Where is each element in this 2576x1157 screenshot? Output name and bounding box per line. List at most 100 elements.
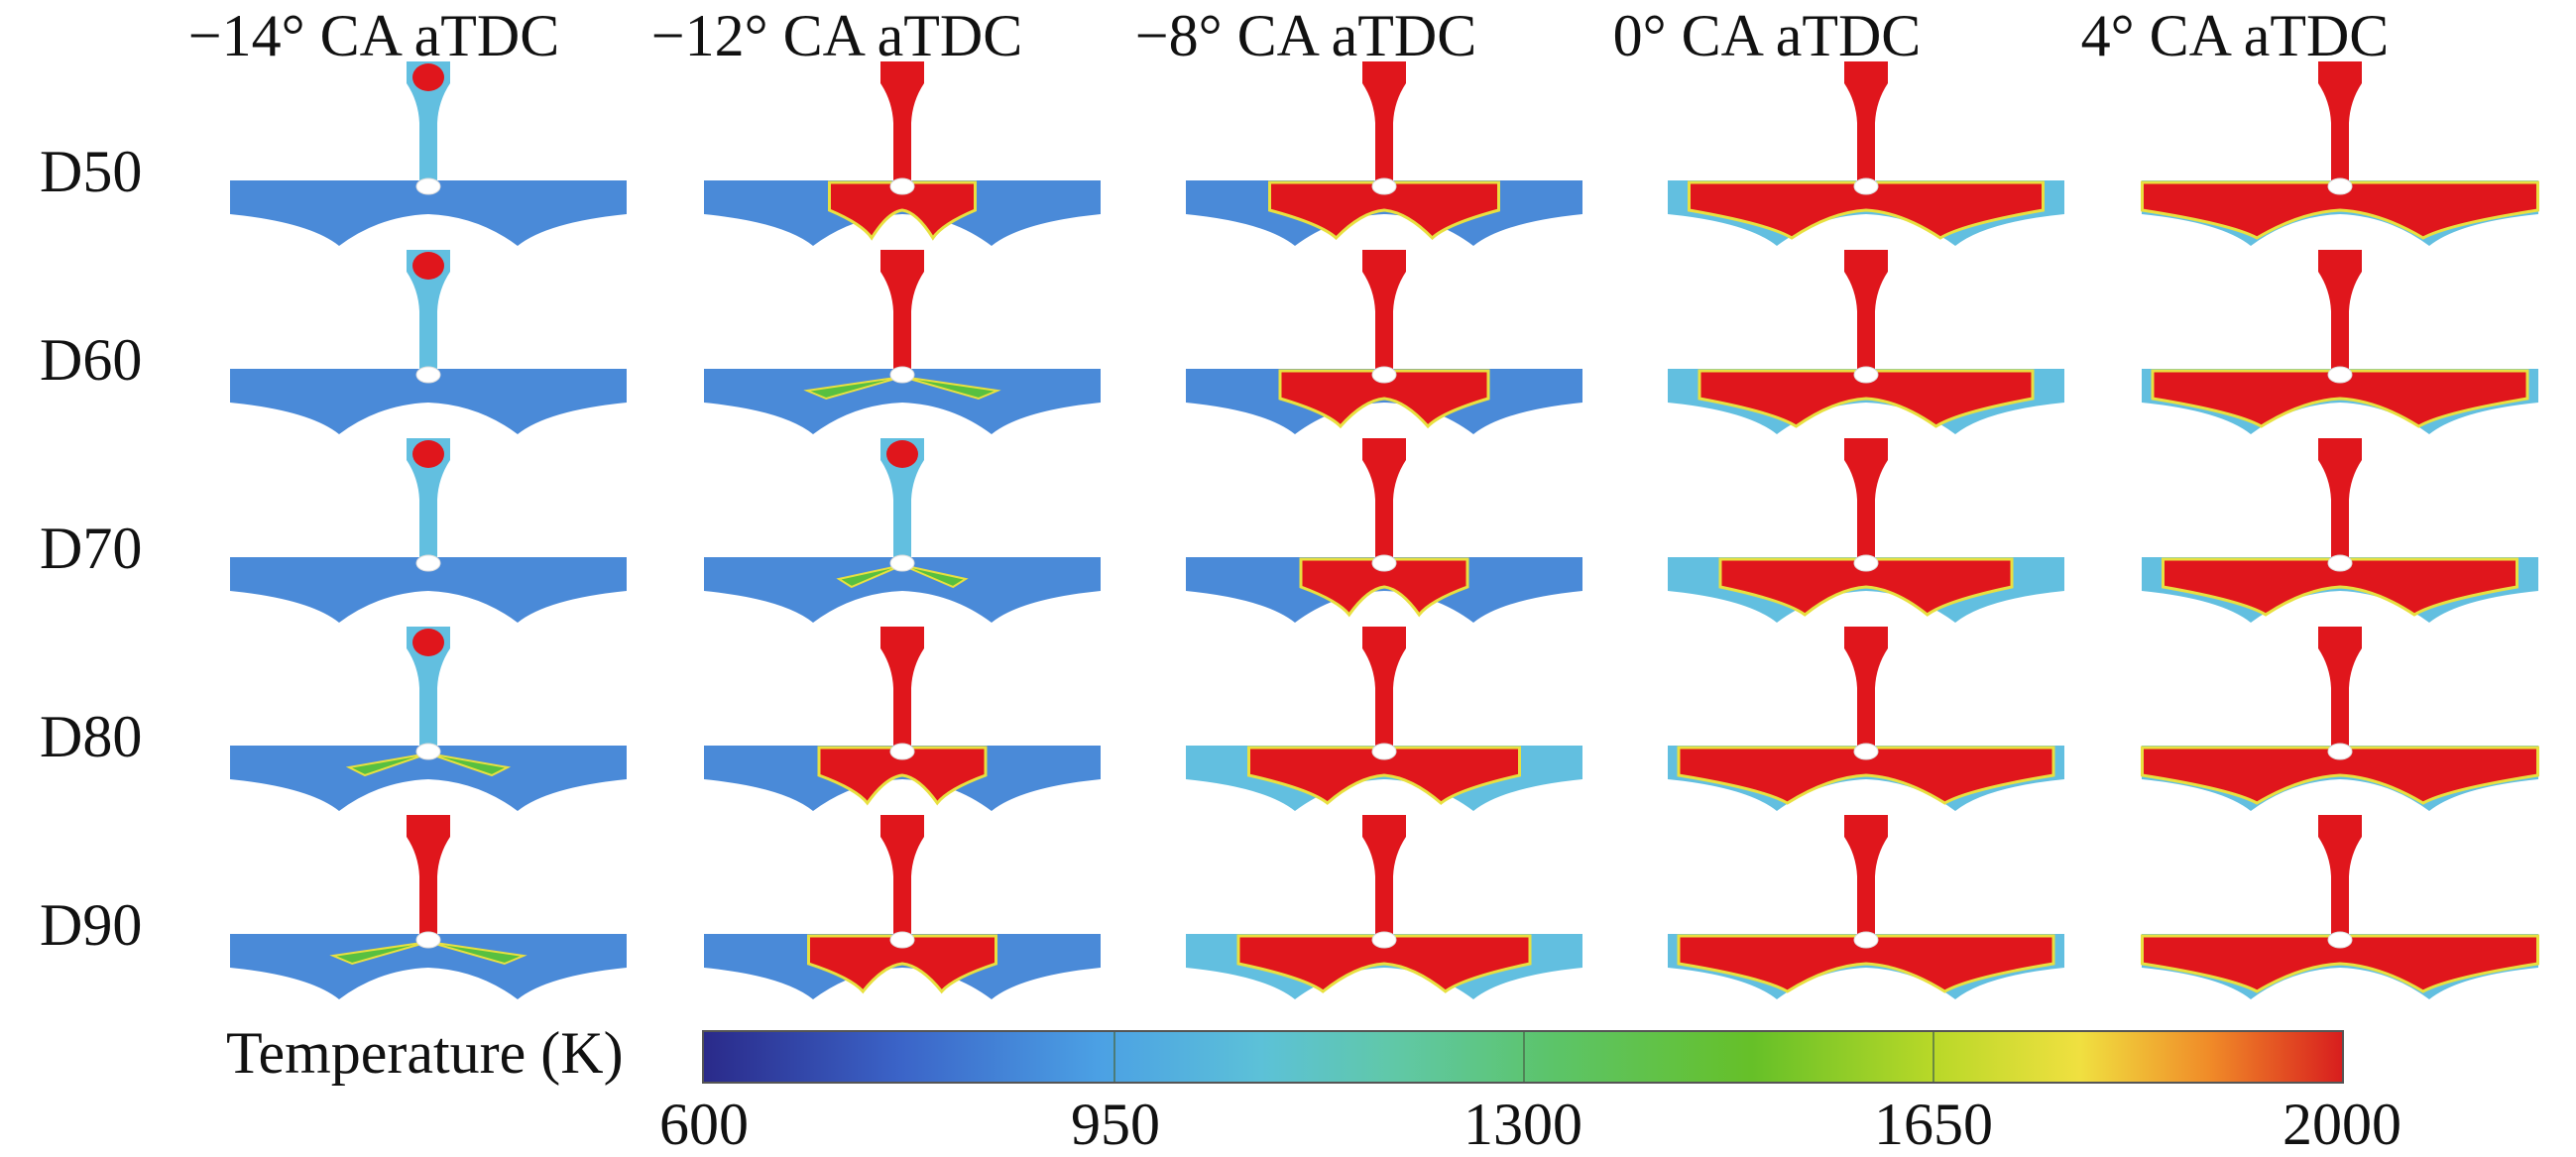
combustion-chamber-domain	[230, 369, 627, 434]
nozzle-outlet	[1371, 366, 1397, 384]
nozzle-outlet	[415, 177, 441, 195]
combustion-chamber-domain	[230, 180, 627, 246]
combustion-chamber-domain	[230, 746, 627, 811]
nozzle-outlet	[889, 743, 915, 760]
nozzle-outlet	[2327, 931, 2353, 949]
hot-zone	[1299, 557, 1469, 618]
nozzle-outlet	[1853, 177, 1879, 195]
temperature-panel	[1668, 438, 2064, 623]
injector-column	[1844, 438, 1888, 559]
nozzle-outlet	[1853, 931, 1879, 949]
injector-column	[407, 61, 450, 182]
hot-zone	[1268, 180, 1500, 241]
hot-zone	[2141, 934, 2539, 993]
temperature-panel	[704, 250, 1101, 434]
injector-column	[2318, 61, 2362, 182]
flame-kernel	[412, 63, 444, 91]
combustion-chamber-domain	[1186, 557, 1582, 623]
hot-zone	[2141, 746, 2539, 805]
spray-plume	[329, 941, 429, 966]
nozzle-outlet	[889, 177, 915, 195]
injector-column	[1362, 61, 1406, 182]
nozzle-outlet	[415, 931, 441, 949]
injector-column	[1362, 815, 1406, 936]
flame-kernel	[412, 252, 444, 280]
temperature-panel	[2141, 627, 2539, 811]
combustion-chamber-domain	[704, 746, 1101, 811]
temperature-panel	[1186, 438, 1582, 623]
nozzle-outlet	[1371, 743, 1397, 760]
injector-column	[2318, 627, 2362, 748]
hot-zone	[1278, 369, 1490, 429]
temperature-panel	[1668, 61, 2064, 246]
injector-column	[880, 627, 924, 748]
spray-plume	[836, 564, 903, 589]
temperature-panel	[230, 815, 627, 999]
temperature-panel	[230, 250, 627, 434]
temperature-panel	[1668, 250, 2064, 434]
column-header: −8° CA aTDC	[1134, 3, 1477, 68]
hot-zone	[2162, 557, 2518, 617]
temperature-panel	[2142, 250, 2538, 434]
spray-plume	[427, 752, 512, 777]
colorbar-tick-label: 950	[1071, 1092, 1160, 1157]
temperature-panel	[230, 627, 627, 811]
injector-column	[1844, 250, 1888, 371]
nozzle-outlet	[889, 554, 915, 572]
injector-column	[1844, 815, 1888, 936]
column-header: −12° CA aTDC	[650, 3, 1023, 68]
nozzle-outlet	[2327, 177, 2353, 195]
spray-plume	[345, 752, 429, 777]
nozzle-outlet	[1371, 931, 1397, 949]
colorbar-tick-label: 1300	[1464, 1092, 1582, 1157]
column-header: −14° CA aTDC	[187, 3, 560, 68]
temperature-panel	[230, 61, 627, 246]
temperature-panel	[704, 61, 1101, 246]
nozzle-outlet	[1853, 743, 1879, 760]
flame-kernel	[412, 629, 444, 656]
injector-column	[880, 438, 924, 559]
injector-column	[2318, 815, 2362, 936]
temperature-panel	[230, 438, 627, 623]
hot-zone	[2141, 180, 2539, 240]
temperature-colorbar	[702, 1030, 2344, 1084]
spray-plume	[901, 376, 1001, 401]
nozzle-outlet	[2327, 366, 2353, 384]
injector-column	[1844, 61, 1888, 182]
spray-plume	[901, 564, 969, 589]
injector-column	[407, 627, 450, 748]
row-label: D70	[40, 516, 143, 581]
injector-column	[2318, 438, 2362, 559]
injector-column	[1362, 250, 1406, 371]
temperature-panel	[2141, 61, 2539, 246]
injector-column	[1844, 627, 1888, 748]
colorbar-tick-mark	[1523, 1032, 1525, 1082]
injector-column	[880, 250, 924, 371]
temperature-panel	[1186, 627, 1582, 811]
nozzle-outlet	[415, 743, 441, 760]
combustion-chamber-domain	[704, 180, 1101, 246]
combustion-chamber-domain	[230, 557, 627, 623]
hot-zone	[1698, 369, 2035, 428]
hot-zone	[1247, 746, 1521, 805]
hot-zone	[807, 934, 997, 994]
row-label: D50	[40, 139, 143, 204]
hot-zone	[828, 180, 977, 241]
injector-column	[880, 61, 924, 182]
nozzle-outlet	[1853, 554, 1879, 572]
row-label: D80	[40, 704, 143, 769]
injector-column	[2318, 250, 2362, 371]
temperature-panel	[704, 438, 1101, 623]
temperature-panel	[1186, 61, 1582, 246]
temperature-panel	[1186, 250, 1582, 434]
combustion-chamber-domain	[704, 557, 1101, 623]
injector-column	[407, 250, 450, 371]
colorbar-tick-label: 1650	[1874, 1092, 1993, 1157]
combustion-chamber-domain	[704, 369, 1101, 434]
temperature-panel	[704, 815, 1101, 999]
injector-column	[1362, 627, 1406, 748]
nozzle-outlet	[2327, 554, 2353, 572]
nozzle-outlet	[889, 366, 915, 384]
hot-zone	[1236, 934, 1532, 993]
